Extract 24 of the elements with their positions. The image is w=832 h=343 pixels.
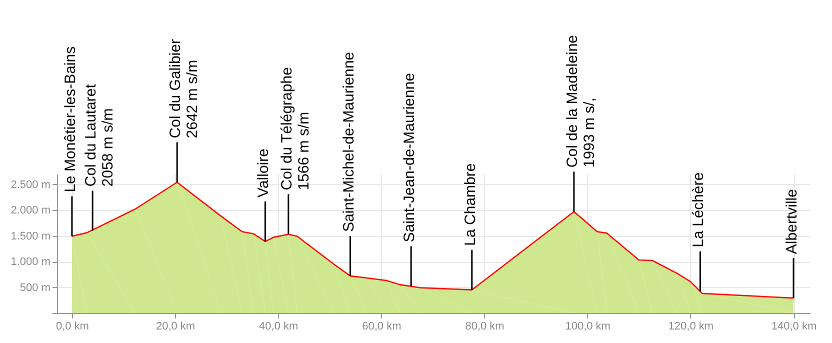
annotation: Saint-Jean-de-Maurienne: [401, 72, 418, 242]
annotation: Saint-Michel-de-Maurienne: [340, 52, 358, 232]
x-tick-label: 140,0 km: [771, 320, 817, 332]
annotation: Col du Galibier 2642 m s/m: [167, 39, 202, 138]
x-tick-label: 80,0 km: [465, 320, 504, 332]
annotation: La Léchère: [690, 172, 708, 248]
annotation: La Chambre: [462, 163, 479, 246]
x-tick-label: 100,0 km: [565, 320, 610, 332]
annotation: Valloire: [255, 148, 272, 198]
annotation: Col de la Madeleine 1993 m s/,: [564, 34, 598, 168]
annotation: Col du Lautaret 2058 m s/m: [82, 83, 117, 187]
annotation: Col du Télégraphe 1566 m s/m: [278, 67, 312, 190]
y-tick-label: 1.000 m: [10, 256, 50, 268]
x-tick-label: 20,0 km: [156, 320, 196, 332]
y-tick-label: 2.500 m: [10, 178, 50, 191]
y-tick-label: 500 m: [20, 282, 50, 294]
x-tick-label: 120,0 km: [668, 320, 714, 332]
x-tick-label: 0,0 km: [56, 320, 89, 332]
y-tick-label: 2.000 m: [10, 204, 50, 217]
annotation: Albertville: [784, 189, 801, 254]
x-tick-label: 40,0 km: [259, 320, 298, 332]
x-tick-label: 60,0 km: [362, 320, 402, 332]
y-tick-label: 1.500 m: [10, 230, 50, 242]
annotation: Le Monêtier-les-Bains: [62, 46, 79, 192]
